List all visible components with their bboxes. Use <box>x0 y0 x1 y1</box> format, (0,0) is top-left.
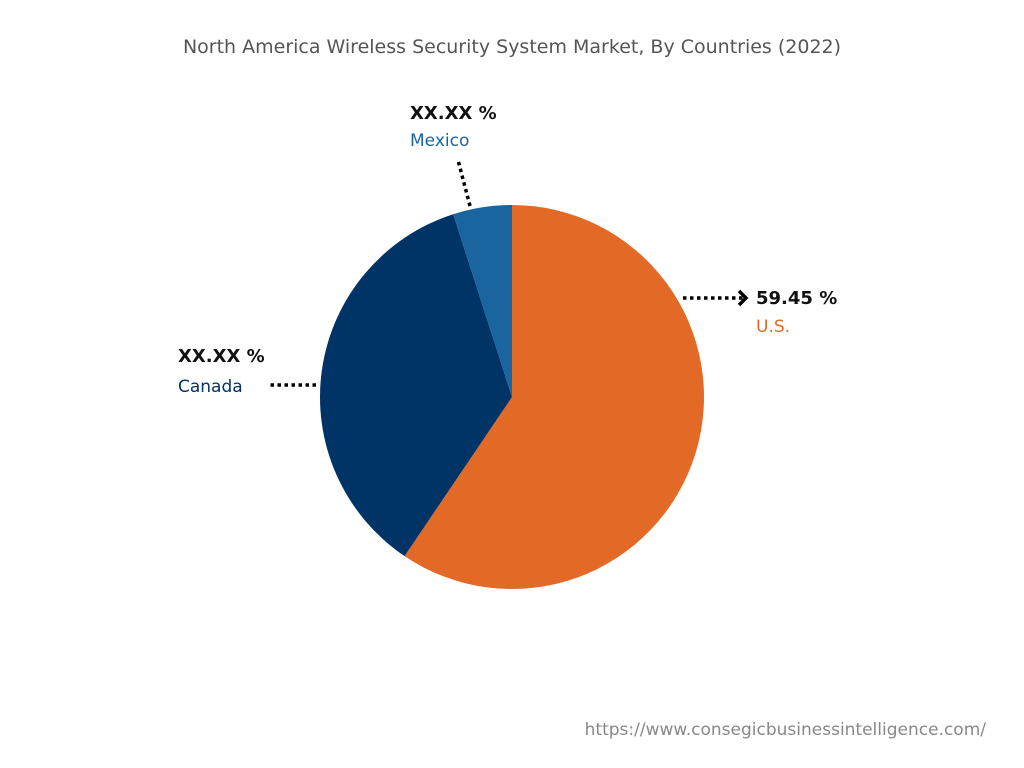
source-url: https://www.consegicbusinessintelligence… <box>584 720 986 740</box>
data-label-us: 59.45 % <box>756 288 837 309</box>
pie-slice-canada <box>319 214 512 557</box>
arrow-icon <box>737 289 749 307</box>
category-label-canada: Canada <box>178 377 243 397</box>
pie-slice-mexico <box>453 205 512 397</box>
category-label-us: U.S. <box>756 317 790 337</box>
chart-title: North America Wireless Security System M… <box>182 36 842 58</box>
data-label-mexico: XX.XX % <box>410 103 497 124</box>
pie-slice-us <box>404 205 704 589</box>
data-label-canada: XX.XX % <box>178 346 265 367</box>
category-label-mexico: Mexico <box>410 131 469 151</box>
leader-line-mexico <box>456 159 472 207</box>
